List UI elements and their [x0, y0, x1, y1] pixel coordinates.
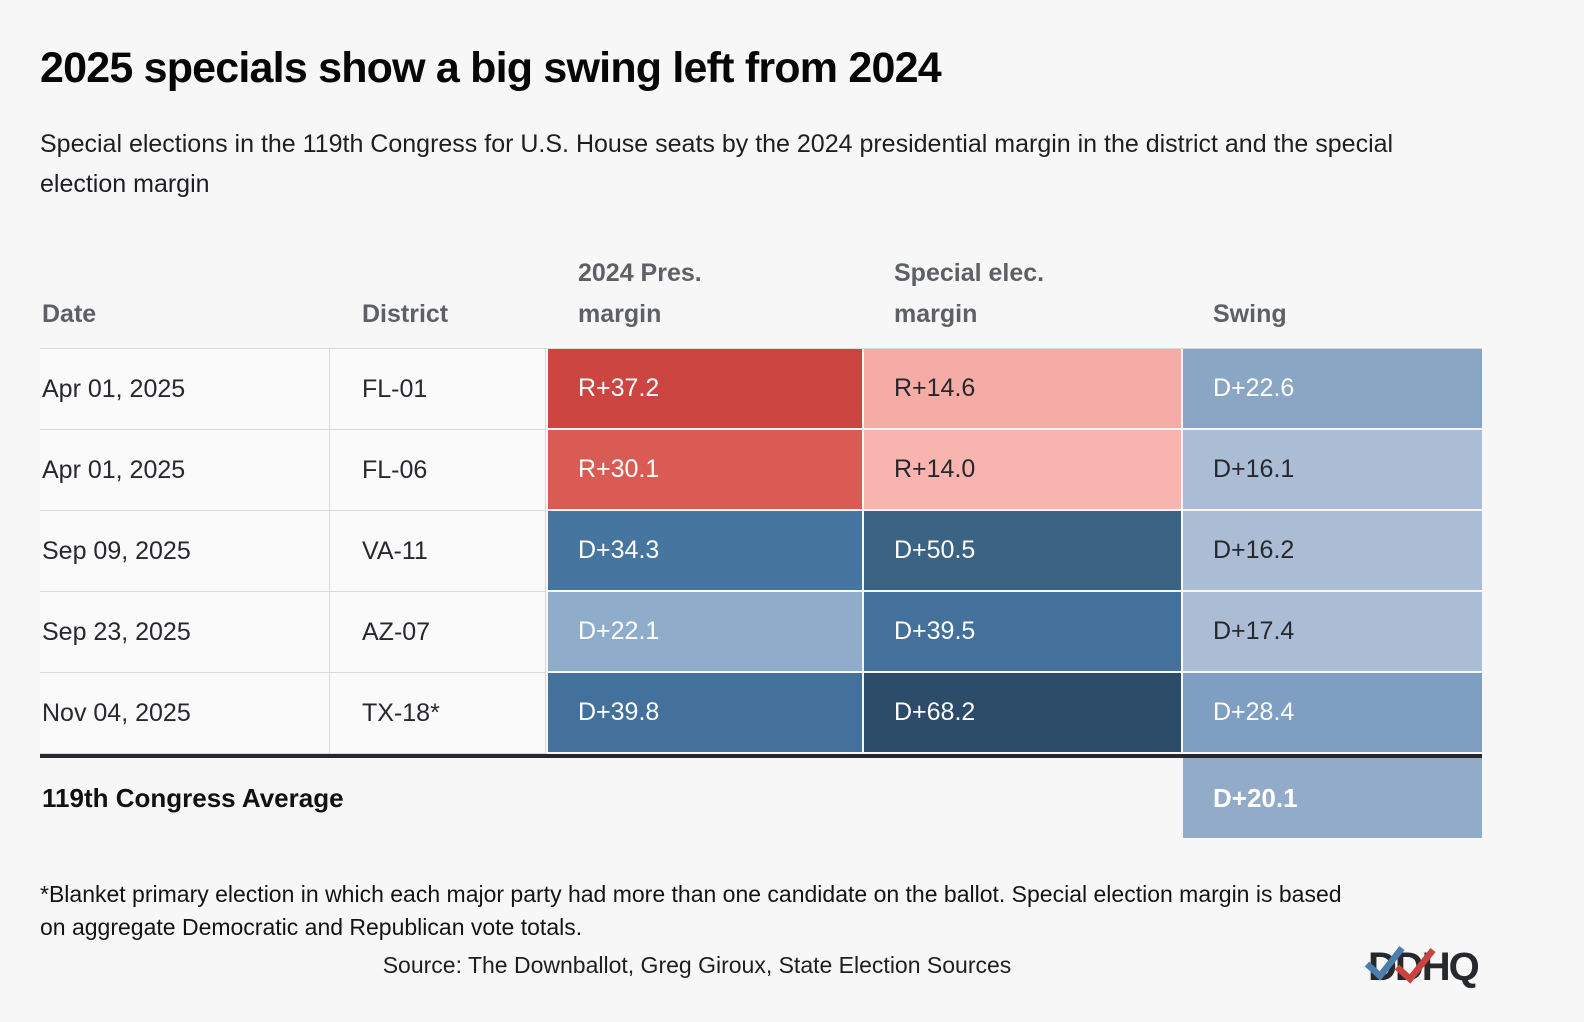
pres-margin-cell: R+30.1: [546, 430, 862, 511]
column-header-date: Date: [40, 245, 330, 349]
subtitle: Special elections in the 119th Congress …: [40, 130, 1394, 198]
district-cell: VA-11: [330, 511, 546, 592]
district-cell: TX-18*: [330, 673, 546, 754]
swing-cell: D+22.6: [1181, 349, 1482, 430]
district-cell: FL-06: [330, 430, 546, 511]
swing-cell: D+17.4: [1181, 592, 1482, 673]
special-margin-cell: R+14.6: [862, 349, 1181, 430]
district-cell: FL-01: [330, 349, 546, 430]
ddhq-logo: DDHQ: [1364, 938, 1486, 992]
page-title: 2025 specials show a big swing left from…: [40, 44, 942, 92]
specials-table: Date District 2024 Pres. margin Special …: [40, 245, 1482, 838]
date-cell: Apr 01, 2025: [40, 349, 330, 430]
swing-cell: D+16.2: [1181, 511, 1482, 592]
swing-cell: D+28.4: [1181, 673, 1482, 754]
pres-margin-cell: D+22.1: [546, 592, 862, 673]
table-header-row: Date District 2024 Pres. margin Special …: [40, 245, 1482, 349]
special-margin-cell: R+14.0: [862, 430, 1181, 511]
source-line: Source: The Downballot, Greg Giroux, Sta…: [382, 952, 1012, 978]
table-footer-rule: [40, 754, 1482, 758]
swing-cell: D+16.1: [1181, 430, 1482, 511]
ddhq-logo-graphic: DDHQ: [1364, 945, 1481, 989]
pres-margin-cell: D+39.8: [546, 673, 862, 754]
average-label: 119th Congress Average: [42, 782, 344, 813]
special-margin-cell: D+50.5: [862, 511, 1181, 592]
date-cell: Nov 04, 2025: [40, 673, 330, 754]
column-header-pres-margin: 2024 Pres. margin: [546, 245, 862, 349]
red-check-icon: [1394, 947, 1436, 984]
column-header-special-margin: Special elec. margin: [862, 245, 1181, 349]
footnote: *Blanket primary election in which each …: [40, 881, 1342, 940]
table-body: Apr 01, 2025 FL-01 R+37.2 R+14.6 D+22.6 Apr 0…: [40, 349, 1482, 754]
column-header-swing: Swing: [1181, 245, 1482, 349]
average-swing-cell: D+20.1: [1183, 758, 1482, 838]
average-row: 119th Congress Average D+20.1: [40, 758, 1482, 838]
blue-check-icon: [1364, 945, 1405, 981]
date-cell: Sep 23, 2025: [40, 592, 330, 673]
pres-margin-cell: R+37.2: [546, 349, 862, 430]
date-cell: Sep 09, 2025: [40, 511, 330, 592]
pres-margin-cell: D+34.3: [546, 511, 862, 592]
column-header-district: District: [330, 245, 546, 349]
special-margin-cell: D+68.2: [862, 673, 1181, 754]
date-cell: Apr 01, 2025: [40, 430, 330, 511]
district-cell: AZ-07: [330, 592, 546, 673]
special-margin-cell: D+39.5: [862, 592, 1181, 673]
